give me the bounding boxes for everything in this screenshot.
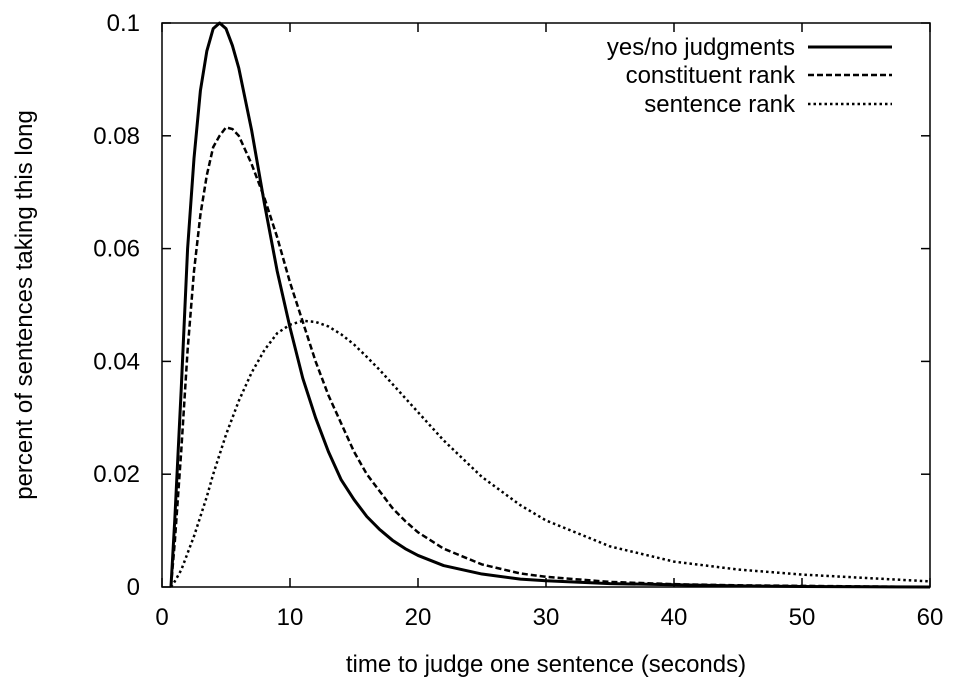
- plot-frame: [161, 22, 931, 588]
- y-tick-label: 0.02: [93, 461, 140, 488]
- y-tick-label: 0.1: [107, 10, 140, 37]
- x-tick-label: 60: [917, 604, 944, 631]
- series-line-constituent-rank: [169, 126, 931, 589]
- legend-label: constituent rank: [626, 62, 796, 89]
- series-line-sentence-rank: [169, 319, 931, 588]
- x-tick-label: 40: [661, 604, 688, 631]
- x-tick-label: 0: [155, 604, 168, 631]
- x-tick-label: 30: [533, 604, 560, 631]
- x-axis-label: time to judge one sentence (seconds): [346, 651, 746, 678]
- series-line-yes-no-judgments: [169, 21, 931, 589]
- y-axis-label: percent of sentences taking this long: [11, 110, 38, 500]
- y-tick-label: 0.08: [93, 123, 140, 150]
- y-tick-label: 0: [127, 574, 140, 601]
- x-tick-label: 20: [405, 604, 432, 631]
- legend-label: yes/no judgments: [607, 34, 795, 61]
- axis-ticks: 0 10 20 30 40 50 60 0 0.02 0.04 0.06 0.08 0.1: [93, 10, 943, 631]
- y-tick-label: 0.06: [93, 236, 140, 263]
- x-tick-label: 10: [277, 604, 304, 631]
- series-lines: [169, 21, 931, 589]
- y-tick-label: 0.04: [93, 348, 140, 375]
- legend-label: sentence rank: [644, 91, 796, 118]
- x-tick-label: 50: [789, 604, 816, 631]
